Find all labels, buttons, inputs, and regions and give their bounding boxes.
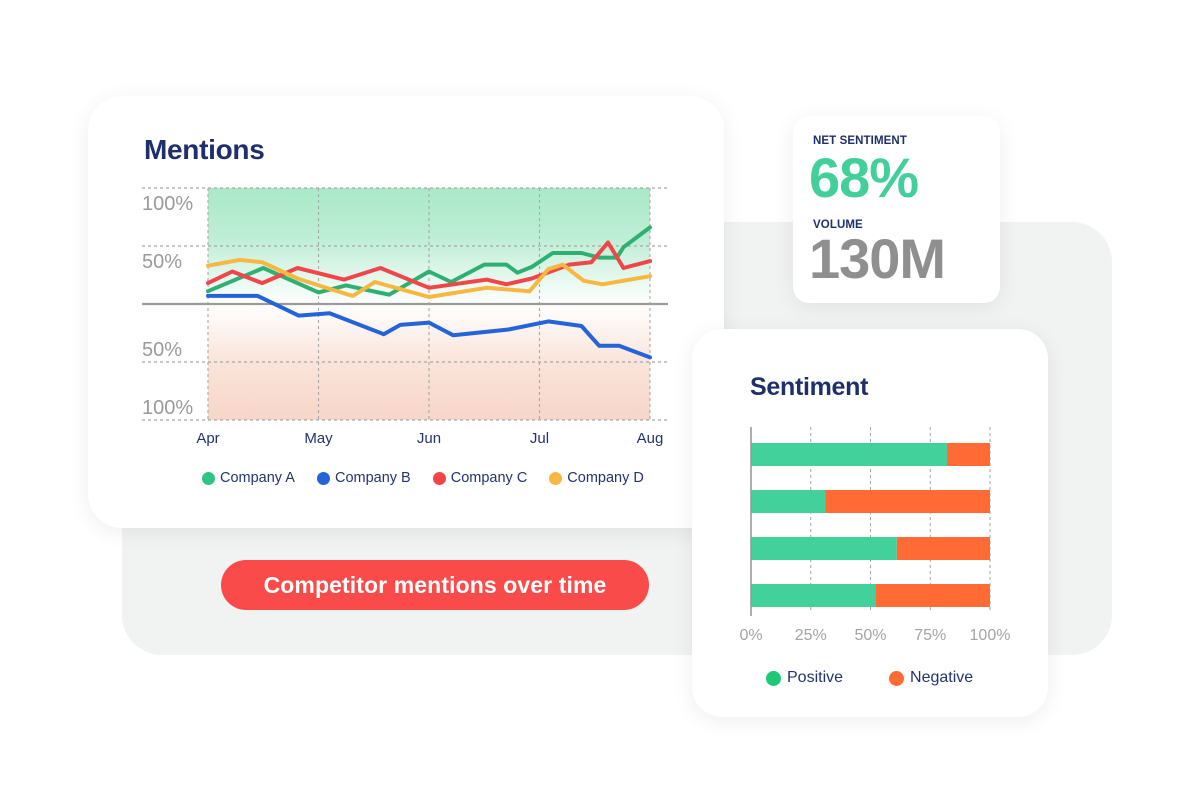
mentions-card: Mentions 100% 50% 50% 100% Apr May Jun Jul Aug … <box>88 96 724 528</box>
svg-text:Jul: Jul <box>530 430 549 447</box>
legend-label: Negative <box>910 669 974 686</box>
legend-label: Company B <box>334 470 411 486</box>
bar-x-axis-labels: 0% 25% 50% 75% 100% <box>739 627 1010 644</box>
svg-text:100%: 100% <box>142 397 193 419</box>
legend-dot-icon <box>316 471 330 485</box>
sentiment-card: Sentiment 0% 25% 50% 75% 100% Positive Negat… <box>692 329 1048 717</box>
legend-dot-icon <box>766 670 781 686</box>
legend-dot-icon <box>432 471 446 485</box>
caption-pill: Competitor mentions over time <box>221 560 649 610</box>
sentiment-bar-row <box>751 537 990 560</box>
svg-text:May: May <box>304 430 333 447</box>
sentiment-bar-chart: 0% 25% 50% 75% 100% <box>739 427 1010 644</box>
legend-label: Company A <box>220 470 295 486</box>
sentiment-title: Sentiment <box>750 373 869 401</box>
mentions-title: Mentions <box>144 134 265 165</box>
legend-item-company-b[interactable]: Company B <box>316 470 411 486</box>
svg-text:Apr: Apr <box>196 430 219 447</box>
sentiment-bar-row <box>751 584 990 607</box>
svg-text:100%: 100% <box>970 627 1011 644</box>
line-company-b <box>206 293 652 360</box>
legend-label: Positive <box>787 669 844 686</box>
net-sentiment-label: NET SENTIMENT <box>813 135 907 147</box>
legend-dot-icon <box>549 471 563 485</box>
legend-item-negative[interactable]: Negative <box>889 669 973 687</box>
line-company-c <box>206 240 652 290</box>
legend-item-company-d[interactable]: Company D <box>549 470 644 486</box>
svg-text:Jun: Jun <box>417 430 441 447</box>
legend-item-positive[interactable]: Positive <box>766 669 843 687</box>
volume-label: VOLUME <box>813 219 863 231</box>
svg-text:0%: 0% <box>739 627 762 644</box>
legend-label: Company C <box>450 470 528 486</box>
x-axis-labels: Apr May Jun Jul Aug <box>196 430 663 447</box>
mentions-legend: Company A Company B Company C Company D <box>202 470 644 486</box>
line-company-d <box>206 257 652 299</box>
svg-text:50%: 50% <box>142 339 182 361</box>
bar-rows <box>750 427 990 616</box>
svg-text:100%: 100% <box>142 193 193 215</box>
volume-value: 130M <box>809 227 946 290</box>
legend-item-company-a[interactable]: Company A <box>202 470 295 486</box>
sentiment-bar-row <box>751 443 990 466</box>
svg-text:50%: 50% <box>854 627 886 644</box>
svg-text:50%: 50% <box>142 251 182 273</box>
metrics-card: NET SENTIMENT 68% VOLUME 130M <box>793 116 1000 303</box>
legend-label: Company D <box>567 470 644 486</box>
line-company-a <box>206 225 652 297</box>
net-sentiment-value: 68% <box>809 146 919 209</box>
line-series <box>206 225 652 360</box>
sentiment-bar-row <box>751 490 990 513</box>
y-axis-labels: 100% 50% 50% 100% <box>142 193 193 419</box>
legend-item-company-c[interactable]: Company C <box>432 470 528 486</box>
sentiment-legend: Positive Negative <box>766 669 973 687</box>
mentions-line-chart: 100% 50% 50% 100% Apr May Jun Jul Aug <box>142 187 668 447</box>
svg-text:Aug: Aug <box>637 430 664 447</box>
legend-dot-icon <box>202 471 215 485</box>
svg-text:25%: 25% <box>795 627 827 644</box>
legend-dot-icon <box>889 670 905 686</box>
svg-text:75%: 75% <box>914 627 946 644</box>
